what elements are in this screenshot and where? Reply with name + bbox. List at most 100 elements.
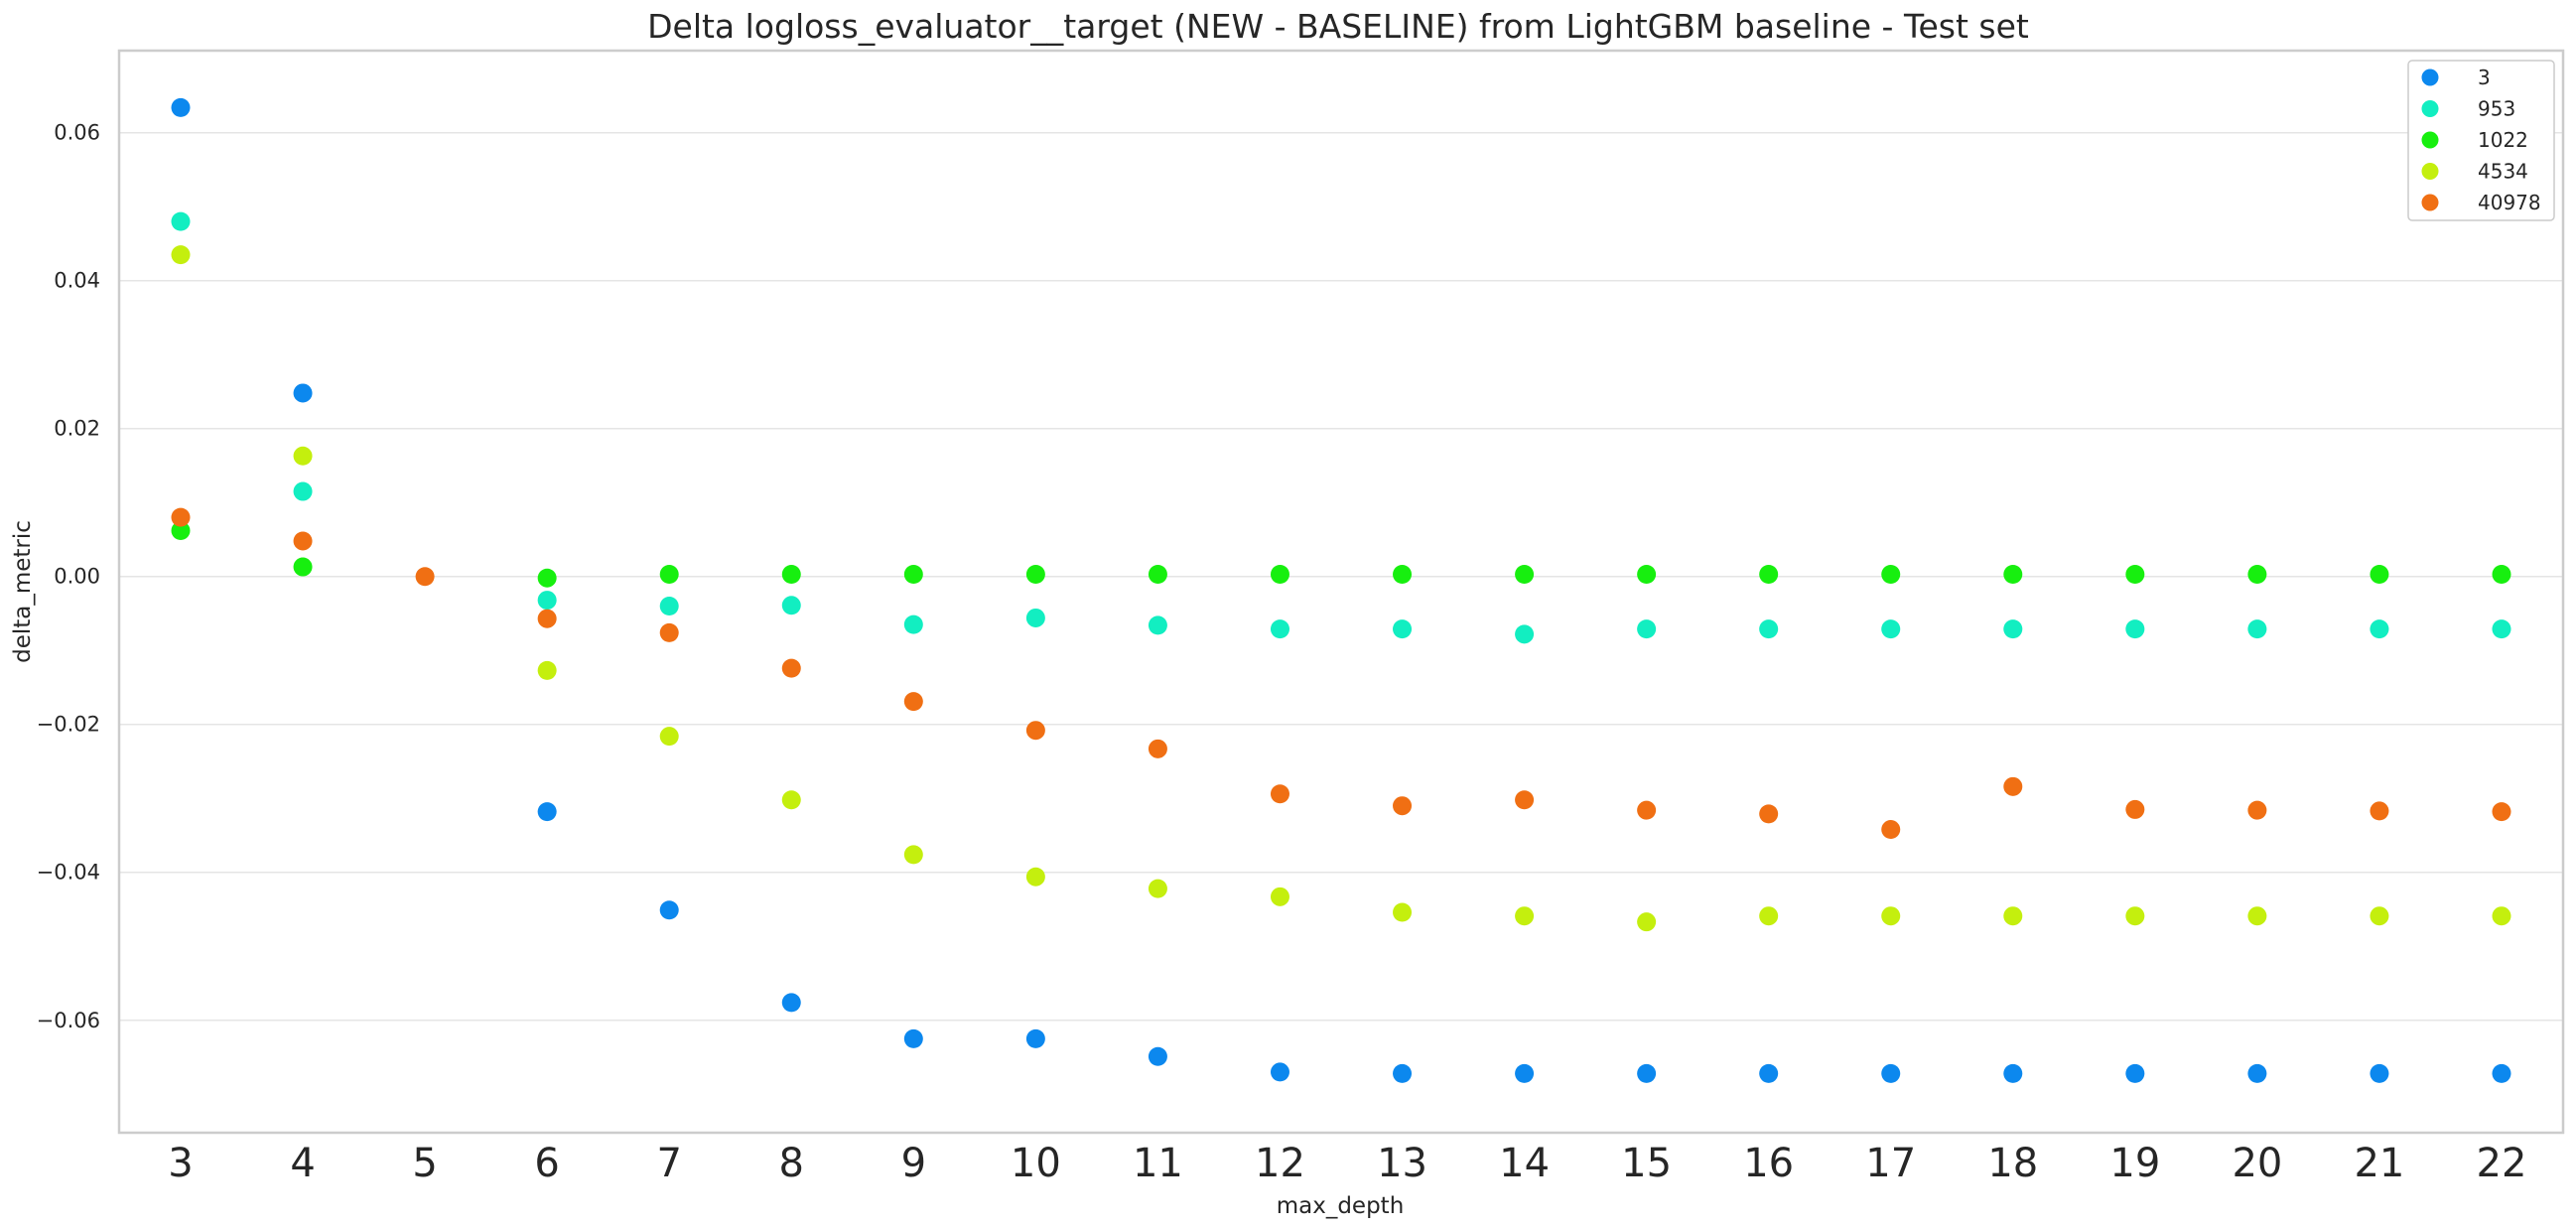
chart-title: Delta logloss_evaluator__target (NEW - B… bbox=[647, 7, 2029, 46]
point-series-3 bbox=[537, 802, 557, 822]
point-series-4534 bbox=[537, 660, 557, 680]
point-series-3 bbox=[1759, 1063, 1779, 1083]
point-series-953 bbox=[2125, 619, 2145, 639]
point-series-1022 bbox=[1515, 564, 1535, 584]
legend-marker bbox=[2421, 131, 2439, 149]
point-series-40978 bbox=[1515, 790, 1535, 810]
point-series-40978 bbox=[293, 531, 313, 551]
point-series-3 bbox=[1148, 1046, 1167, 1066]
data-points bbox=[171, 97, 2511, 1083]
point-series-40978 bbox=[1637, 800, 1657, 820]
legend-marker bbox=[2421, 194, 2439, 211]
x-tick-label: 3 bbox=[168, 1141, 193, 1186]
point-series-1022 bbox=[1025, 564, 1045, 584]
point-series-40978 bbox=[2003, 776, 2023, 796]
x-tick-label: 15 bbox=[1621, 1141, 1672, 1186]
point-series-953 bbox=[1759, 619, 1779, 639]
point-series-3 bbox=[2492, 1063, 2511, 1083]
point-series-3 bbox=[1637, 1063, 1657, 1083]
point-series-3 bbox=[1393, 1063, 1413, 1083]
y-tick-label: 0.06 bbox=[54, 121, 100, 145]
point-series-953 bbox=[1881, 619, 1901, 639]
point-series-1022 bbox=[659, 564, 679, 584]
point-series-1022 bbox=[1759, 564, 1779, 584]
point-series-40978 bbox=[903, 692, 923, 712]
point-series-40978 bbox=[2247, 800, 2267, 820]
point-series-1022 bbox=[903, 564, 923, 584]
point-series-1022 bbox=[2247, 564, 2267, 584]
legend-label: 40978 bbox=[2478, 191, 2541, 214]
point-series-953 bbox=[2003, 619, 2023, 639]
x-tick-label: 8 bbox=[779, 1141, 804, 1186]
point-series-4534 bbox=[1393, 902, 1413, 922]
point-series-3 bbox=[1515, 1063, 1535, 1083]
legend-label: 1022 bbox=[2478, 128, 2528, 152]
point-series-1022 bbox=[2003, 564, 2023, 584]
y-tick-label: 0.00 bbox=[54, 565, 100, 589]
x-tick-label: 10 bbox=[1011, 1141, 1061, 1186]
point-series-953 bbox=[1393, 619, 1413, 639]
point-series-3 bbox=[659, 900, 679, 920]
point-series-1022 bbox=[2125, 564, 2145, 584]
point-series-3 bbox=[2125, 1063, 2145, 1083]
point-series-953 bbox=[659, 597, 679, 616]
legend-box bbox=[2407, 60, 2555, 221]
y-tick-label: −0.02 bbox=[37, 713, 100, 737]
x-tick-label: 9 bbox=[901, 1141, 926, 1186]
point-series-1022 bbox=[2492, 564, 2511, 584]
point-series-40978 bbox=[1759, 804, 1779, 824]
point-series-953 bbox=[293, 481, 313, 501]
point-series-4534 bbox=[1025, 867, 1045, 887]
y-tick-labels: −0.06 −0.04 −0.02 0.00 0.02 0.04 0.06 bbox=[37, 121, 100, 1032]
point-series-4534 bbox=[1270, 887, 1289, 906]
y-tick-label: 0.04 bbox=[54, 269, 100, 293]
point-series-1022 bbox=[2370, 564, 2389, 584]
point-series-4534 bbox=[903, 845, 923, 865]
legend: 3 953 1022 4534 40978 bbox=[2407, 60, 2555, 221]
point-series-4534 bbox=[2003, 906, 2023, 926]
x-tick-labels: 3 4 5 6 7 8 9 10 11 12 13 14 15 16 17 18 19 20 21 22 bbox=[168, 1141, 2526, 1186]
x-tick-label: 13 bbox=[1377, 1141, 1427, 1186]
x-tick-label: 21 bbox=[2354, 1141, 2404, 1186]
x-tick-label: 20 bbox=[2232, 1141, 2282, 1186]
point-series-4534 bbox=[2370, 906, 2389, 926]
x-tick-label: 7 bbox=[656, 1141, 681, 1186]
point-series-4534 bbox=[1759, 906, 1779, 926]
y-axis-label: delta_metric bbox=[10, 520, 36, 663]
point-series-40978 bbox=[2125, 799, 2145, 819]
point-series-4534 bbox=[2125, 906, 2145, 926]
point-series-3 bbox=[293, 383, 313, 403]
point-series-40978 bbox=[537, 609, 557, 628]
x-tick-label: 4 bbox=[290, 1141, 315, 1186]
point-series-3 bbox=[1270, 1062, 1289, 1082]
plot-frame bbox=[117, 49, 2565, 1135]
point-series-953 bbox=[1515, 624, 1535, 644]
point-series-1022 bbox=[781, 564, 801, 584]
x-tick-label: 14 bbox=[1499, 1141, 1550, 1186]
point-series-40978 bbox=[415, 567, 435, 587]
point-series-4534 bbox=[1881, 906, 1901, 926]
point-series-3 bbox=[1881, 1063, 1901, 1083]
x-tick-label: 18 bbox=[1987, 1141, 2038, 1186]
point-series-4534 bbox=[659, 727, 679, 747]
point-series-1022 bbox=[171, 521, 191, 541]
point-series-3 bbox=[171, 97, 191, 117]
point-series-4534 bbox=[1637, 912, 1657, 932]
point-series-1022 bbox=[1393, 564, 1413, 584]
legend-marker bbox=[2421, 68, 2439, 86]
point-series-953 bbox=[1148, 615, 1167, 635]
legend-items: 3 953 1022 4534 40978 bbox=[2421, 66, 2541, 214]
point-series-40978 bbox=[171, 507, 191, 527]
point-series-3 bbox=[2003, 1063, 2023, 1083]
point-series-1022 bbox=[1881, 564, 1901, 584]
point-series-953 bbox=[781, 596, 801, 615]
y-tick-label: −0.04 bbox=[37, 861, 100, 885]
point-series-953 bbox=[2247, 619, 2267, 639]
point-series-953 bbox=[1270, 619, 1289, 639]
x-tick-label: 12 bbox=[1255, 1141, 1305, 1186]
legend-label: 953 bbox=[2478, 97, 2515, 121]
point-series-40978 bbox=[1148, 739, 1167, 758]
point-series-1022 bbox=[293, 557, 313, 577]
point-series-3 bbox=[2247, 1063, 2267, 1083]
